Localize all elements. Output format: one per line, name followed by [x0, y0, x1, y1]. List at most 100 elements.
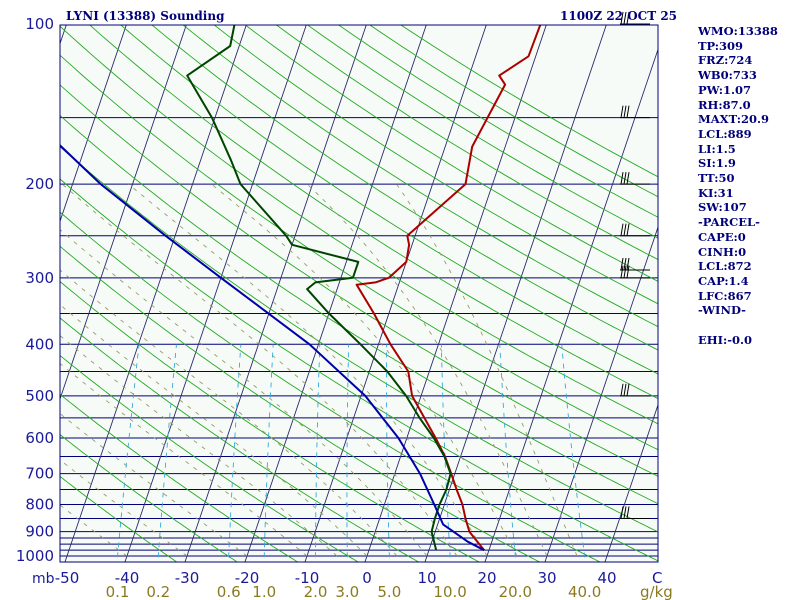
dry-adiabat-400 — [151, 25, 658, 351]
mixing-ratio-tick-label: 0.2 — [146, 583, 170, 600]
dry-adiabat-320 — [60, 178, 658, 562]
moist-adiabat-5 — [60, 269, 398, 557]
dry-adiabat-240 — [60, 475, 178, 562]
index-item: LI:1.5 — [698, 141, 736, 156]
dry-adiabat-360 — [60, 54, 658, 451]
moist-adiabat-30 — [306, 183, 548, 557]
isotherm--60 — [60, 25, 187, 401]
mixing-ratio-tick-label: 1.0 — [252, 583, 276, 600]
index-item: RH:87.0 — [698, 97, 751, 112]
chart-title: LYNI (13388) Sounding — [66, 9, 225, 23]
isotherm-20 — [484, 48, 658, 562]
dry-adiabat-330 — [60, 146, 658, 533]
temperature-tick-label: 30 — [537, 569, 556, 587]
dry-adiabat-300 — [60, 245, 541, 562]
index-item: CINH:0 — [698, 244, 747, 259]
wind-barb-100 — [620, 11, 650, 25]
temperature-tick-label: 40 — [597, 569, 616, 587]
moist-adiabat--10 — [60, 362, 308, 557]
wind-barb-250 — [620, 223, 650, 237]
mixing-ratio-tick-label: 10.0 — [433, 583, 466, 600]
index-item: TP:309 — [698, 38, 744, 53]
temperature-tick-label: 20 — [477, 569, 496, 587]
temperature-tick-label: -20 — [235, 569, 260, 587]
index-item: CAPE:0 — [698, 229, 746, 244]
dry-adiabat-430 — [244, 25, 658, 282]
index-item: TT:50 — [698, 171, 735, 186]
mixing-ratio-tick-label: 40.0 — [568, 583, 601, 600]
dry-adiabat-350 — [60, 84, 658, 477]
index-item: MAXT:20.9 — [698, 112, 769, 127]
isotherm-40 — [604, 403, 658, 562]
wind-barb-850 — [620, 506, 650, 519]
temperature-tick-label: -50 — [55, 569, 80, 587]
dry-adiabat-280 — [60, 317, 420, 562]
isotherm--90 — [0, 12, 11, 567]
index-item: PW:1.07 — [698, 82, 752, 97]
isotherm-10 — [424, 25, 607, 562]
isotherm--30 — [184, 25, 367, 562]
index-item: WMO:13388 — [698, 24, 778, 38]
dry-adiabat-420 — [213, 25, 658, 305]
index-item — [698, 318, 778, 333]
pressure-tick-label: 300 — [25, 269, 54, 287]
moist-adiabat-0 — [60, 304, 368, 557]
mixing-ratio-tick-label: 2.0 — [304, 583, 328, 600]
isotherm--70 — [60, 25, 127, 223]
dry-adiabat-410 — [182, 25, 658, 328]
mixing-ratio-unit-label: g/kg — [640, 583, 673, 600]
index-item: FRZ:724 — [698, 53, 753, 68]
wind-barb-300 — [620, 265, 650, 279]
chart-timestamp: 1100Z 22 OCT 25 — [560, 9, 678, 23]
plot-frame — [59, 24, 659, 563]
index-item: SW:107 — [698, 200, 747, 215]
wind-barb-200 — [620, 172, 650, 185]
plot-background — [60, 25, 658, 562]
isotherm--40 — [124, 25, 307, 562]
moist-adiabat--5 — [60, 335, 338, 557]
sounding-profiles — [60, 25, 542, 552]
plot-border — [59, 24, 659, 563]
dry-adiabat-270 — [60, 354, 360, 562]
dry-adiabat-310 — [60, 211, 601, 562]
pressure-tick-label: 1000 — [16, 547, 54, 565]
temperature-tick-label: -40 — [115, 569, 140, 587]
mixing-ratio-tick-label: 3.0 — [335, 583, 359, 600]
temperature-tick-label: 0 — [362, 569, 372, 587]
pressure-tick-label: 700 — [25, 465, 54, 483]
sounding-indices-panel: WMO:13388 TP:309 FRZ:724 WB0:733 PW:1.07 RH:8… — [698, 24, 778, 347]
index-item: SI:1.9 — [698, 156, 736, 171]
pressure-tick-label: 400 — [25, 335, 54, 353]
dry-adiabat-390 — [120, 25, 658, 375]
temperature-tick-label: 10 — [417, 569, 436, 587]
mixing-ratio-tick-label: 0.6 — [217, 583, 241, 600]
moist-adiabat-10 — [60, 229, 428, 557]
dry-adiabat-380 — [89, 25, 658, 400]
wind-barb-500 — [620, 383, 650, 397]
index-item: LCL:889 — [698, 126, 752, 141]
index-item: -WIND- — [698, 303, 746, 318]
dry-adiabat-250 — [60, 434, 239, 562]
pressure-tick-label: 100 — [25, 15, 54, 33]
temperature-tick-label: -30 — [175, 569, 200, 587]
mixing-ratio-tick-label: 20.0 — [499, 583, 532, 600]
pressure-tick-label: 500 — [25, 387, 54, 405]
mixing-ratio-tick-label: 5.0 — [377, 583, 401, 600]
index-item: CAP:1.4 — [698, 273, 749, 288]
index-item: LCL:872 — [698, 259, 752, 274]
parcel-series — [60, 144, 485, 552]
dewpoint-series — [186, 25, 452, 551]
index-item: EHI:-0.0 — [698, 332, 753, 347]
index-item: KI:31 — [698, 185, 734, 200]
index-item: WB0:733 — [698, 68, 757, 83]
wind-barb-150 — [620, 105, 650, 119]
pressure-tick-label: 800 — [25, 495, 54, 513]
temperature-tick-label: -10 — [295, 569, 320, 587]
pressure-unit-label: mb — [32, 571, 55, 587]
pressure-tick-label: 600 — [25, 429, 54, 447]
pressure-tick-label: 200 — [25, 175, 54, 193]
pressure-tick-label: 900 — [25, 523, 54, 541]
dry-adiabat-290 — [60, 280, 481, 562]
